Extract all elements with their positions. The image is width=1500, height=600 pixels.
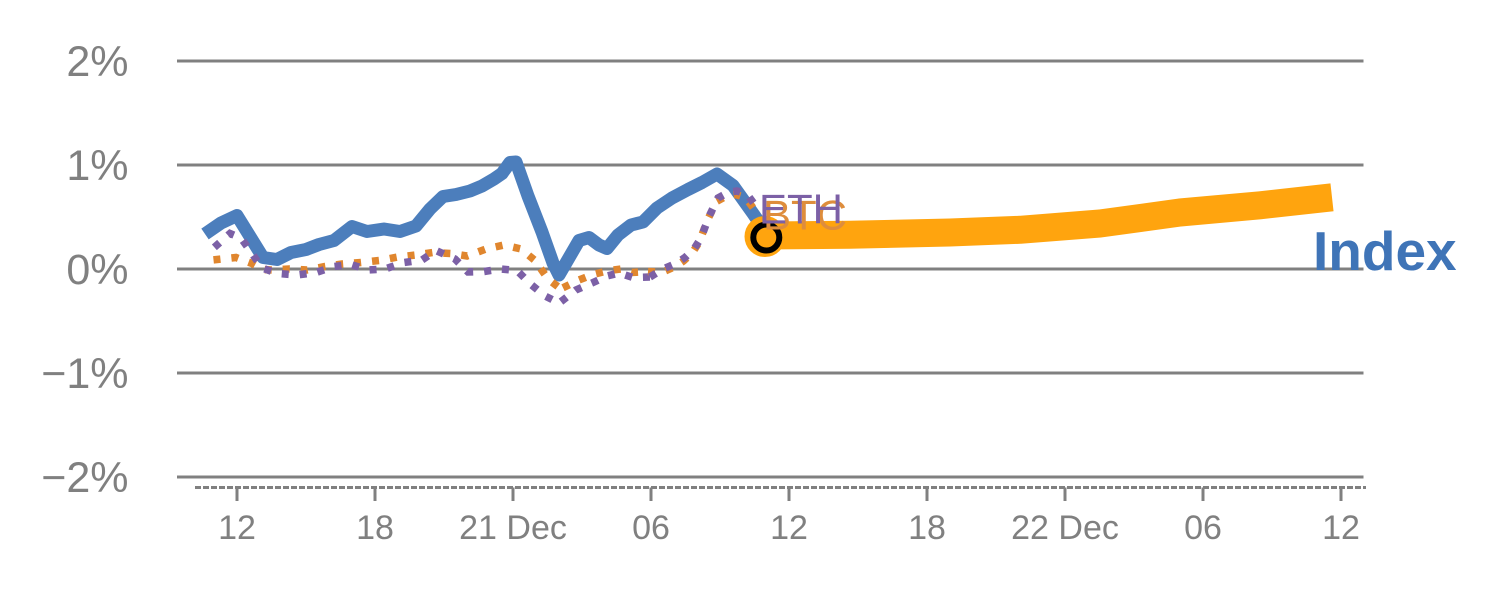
svg-text:21 Dec: 21 Dec <box>459 509 567 547</box>
svg-text:18: 18 <box>356 509 394 547</box>
svg-text:−1%: −1% <box>41 350 128 398</box>
svg-text:12: 12 <box>1322 509 1360 547</box>
svg-text:2%: 2% <box>66 38 128 86</box>
svg-text:22 Dec: 22 Dec <box>1011 509 1119 547</box>
svg-text:1%: 1% <box>66 142 128 190</box>
svg-text:Index: Index <box>1313 220 1457 282</box>
svg-text:0%: 0% <box>66 246 128 294</box>
svg-text:BTC: BTC <box>763 192 847 239</box>
svg-text:18: 18 <box>908 509 946 547</box>
svg-text:06: 06 <box>632 509 670 547</box>
svg-text:06: 06 <box>1184 509 1222 547</box>
svg-text:12: 12 <box>770 509 808 547</box>
svg-text:ETH: ETH <box>759 186 843 233</box>
svg-text:−2%: −2% <box>41 454 128 502</box>
svg-text:12: 12 <box>218 509 256 547</box>
